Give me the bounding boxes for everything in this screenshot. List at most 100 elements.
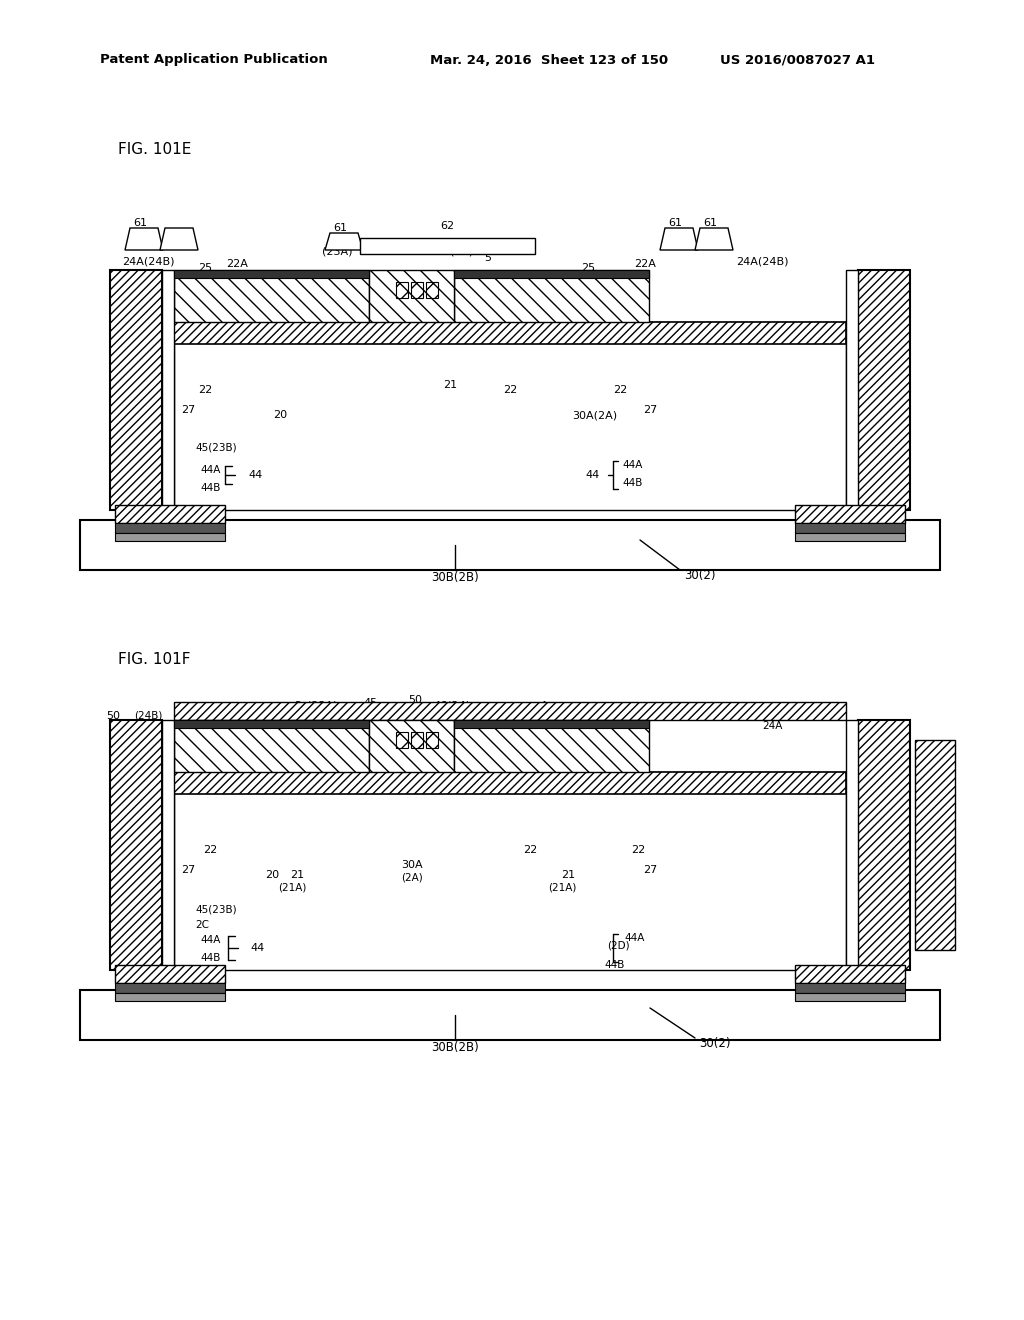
Text: FIG. 101F: FIG. 101F [118, 652, 190, 668]
Text: 44A: 44A [622, 459, 642, 470]
Polygon shape [660, 228, 698, 249]
Text: (23A): (23A) [322, 247, 352, 257]
Text: 45(23B): 45(23B) [195, 906, 237, 915]
Text: 25: 25 [198, 263, 212, 273]
Bar [915, 741, 955, 950]
Text: Mar. 24, 2016  Sheet 123 of 150: Mar. 24, 2016 Sheet 123 of 150 [430, 54, 668, 66]
Bar [795, 983, 905, 993]
Bar [115, 965, 225, 983]
Text: 24A: 24A [144, 721, 165, 731]
Text: 22A: 22A [227, 708, 249, 717]
Text: 30(2): 30(2) [699, 1036, 731, 1049]
Text: 24A(24B): 24A(24B) [122, 257, 174, 267]
Bar [360, 238, 535, 253]
Text: 44B: 44B [605, 960, 626, 970]
Bar [115, 506, 225, 523]
Text: 2C: 2C [195, 920, 209, 931]
Bar [426, 733, 438, 748]
Text: (2D): (2D) [606, 941, 630, 950]
Text: 27: 27 [643, 865, 657, 875]
Text: 50: 50 [788, 711, 802, 721]
Text: 27: 27 [643, 405, 657, 414]
Text: 3: 3 [295, 701, 301, 711]
Bar [162, 719, 174, 970]
Text: 21: 21 [561, 870, 575, 880]
Bar [115, 993, 225, 1001]
Text: 44B: 44B [200, 483, 220, 492]
Text: US 2016/0087027 A1: US 2016/0087027 A1 [720, 54, 874, 66]
Text: 22A: 22A [609, 708, 631, 717]
Text: 22: 22 [613, 385, 627, 395]
Text: 30B(2B): 30B(2B) [431, 572, 479, 585]
Text: 50: 50 [106, 711, 120, 721]
Text: 44B: 44B [622, 478, 642, 488]
Text: (24B): (24B) [736, 711, 764, 721]
Text: 44: 44 [250, 942, 264, 953]
Bar [174, 322, 846, 510]
Text: 27: 27 [181, 405, 196, 414]
Text: 25: 25 [581, 263, 595, 273]
Text: 61: 61 [703, 218, 717, 228]
Bar [858, 719, 910, 970]
Text: (21A): (21A) [278, 883, 306, 894]
Text: 4: 4 [540, 701, 547, 711]
Text: Patent Application Publication: Patent Application Publication [100, 54, 328, 66]
Text: (23A): (23A) [307, 701, 337, 711]
Bar [174, 271, 369, 279]
Text: 22A: 22A [226, 259, 248, 269]
Bar [174, 322, 846, 345]
Text: 61: 61 [333, 223, 347, 234]
Bar [411, 282, 423, 298]
Bar [396, 733, 408, 748]
Bar [115, 533, 225, 541]
Bar [115, 983, 225, 993]
Bar [846, 271, 858, 510]
Text: 22: 22 [198, 385, 212, 395]
Bar [454, 271, 649, 279]
Bar [795, 506, 905, 523]
Bar [396, 282, 408, 298]
Text: 30B(2B): 30B(2B) [431, 1041, 479, 1055]
Text: 61: 61 [668, 218, 682, 228]
Text: 44: 44 [248, 470, 262, 480]
Text: FIG. 101E: FIG. 101E [118, 143, 191, 157]
Polygon shape [325, 234, 362, 249]
Text: (2A): (2A) [401, 873, 423, 882]
Text: 22: 22 [503, 385, 517, 395]
Text: 25: 25 [196, 711, 210, 721]
Bar [369, 719, 454, 772]
Text: 30A(2A): 30A(2A) [572, 411, 617, 420]
Polygon shape [695, 228, 733, 249]
Bar [80, 520, 940, 570]
Text: 20: 20 [273, 411, 287, 420]
Text: 61: 61 [133, 218, 147, 228]
Text: 44A: 44A [624, 933, 644, 942]
Text: 62: 62 [440, 220, 454, 231]
Polygon shape [125, 228, 163, 249]
Text: 45(23B): 45(23B) [195, 444, 237, 453]
Bar [80, 990, 940, 1040]
Text: 22: 22 [203, 845, 217, 855]
Text: 20: 20 [265, 870, 280, 880]
Text: 44: 44 [586, 470, 600, 480]
Text: 30(2): 30(2) [684, 569, 716, 582]
Text: 44A: 44A [200, 465, 220, 475]
Bar [174, 719, 369, 772]
Bar [454, 271, 649, 322]
Text: 21: 21 [290, 870, 304, 880]
Bar [110, 271, 162, 510]
Bar [454, 719, 649, 772]
Text: 22: 22 [631, 845, 645, 855]
Bar [454, 719, 649, 729]
Polygon shape [160, 228, 198, 249]
Bar [795, 965, 905, 983]
Text: 24A: 24A [762, 721, 782, 731]
Text: 44: 44 [872, 836, 887, 845]
Bar [115, 523, 225, 533]
Text: 5: 5 [484, 253, 492, 263]
Text: 22: 22 [523, 845, 538, 855]
Text: R(56): R(56) [399, 243, 430, 253]
Text: (24B): (24B) [134, 711, 162, 721]
Text: 44B: 44B [200, 953, 220, 964]
Text: 45: 45 [362, 698, 377, 708]
